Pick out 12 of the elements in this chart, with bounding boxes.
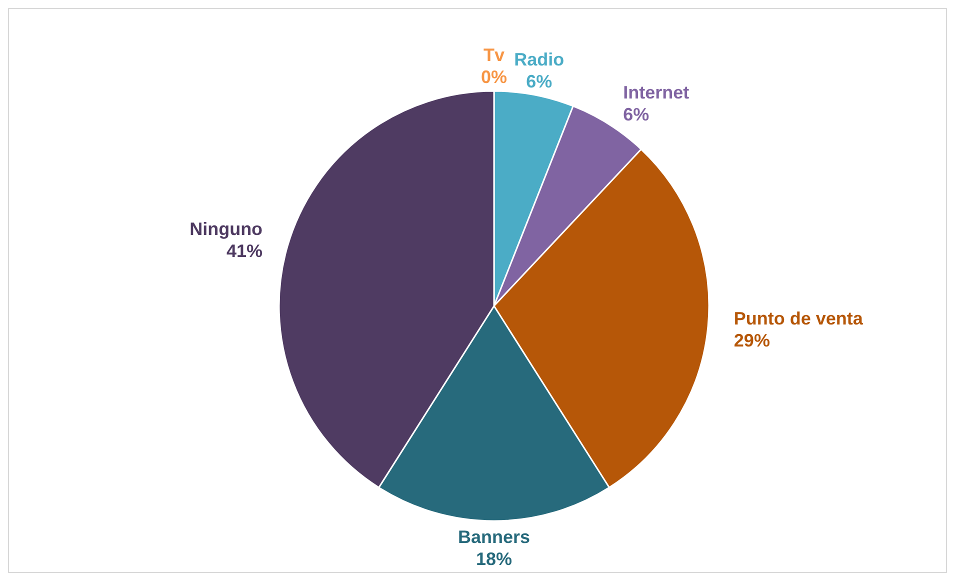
data-label: 6%: [623, 104, 650, 125]
slice-label: Banners: [458, 527, 530, 547]
data-label: 18%: [476, 549, 512, 569]
slice-label: Radio: [514, 49, 564, 70]
data-label: 6%: [526, 71, 552, 92]
data-label: 41%: [226, 240, 263, 261]
slice-label: Punto de venta: [734, 308, 864, 329]
slice-label: Ninguno: [190, 218, 263, 239]
data-label: 29%: [734, 330, 770, 351]
category-label: Tv: [483, 45, 505, 65]
text: 0%: [480, 67, 508, 87]
slice-label: Internet: [623, 82, 690, 103]
